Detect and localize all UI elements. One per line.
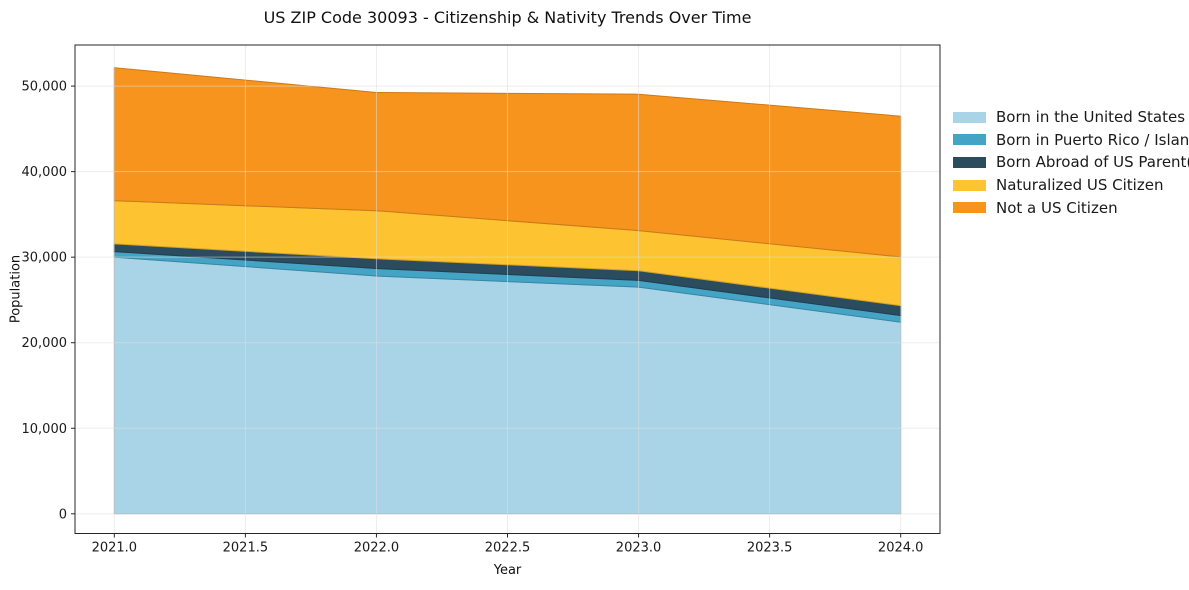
x-tick-label: 2023.0 [616, 541, 662, 556]
x-tick-label: 2022.5 [485, 541, 531, 556]
x-tick-label: 2021.0 [92, 541, 138, 556]
x-tick-label: 2021.5 [223, 541, 269, 556]
legend-label: Born in the United States [996, 108, 1186, 127]
legend-swatch [953, 202, 986, 214]
y-tick-label: 30,000 [22, 251, 68, 266]
legend-swatch [953, 134, 986, 146]
y-tick-label: 50,000 [22, 80, 68, 95]
legend-label: Not a US Citizen [996, 198, 1118, 217]
y-tick-label: 0 [59, 507, 67, 522]
y-axis-label: Population [8, 254, 24, 324]
legend-item: Born in Puerto Rico / Islands [953, 129, 1189, 152]
y-tick-label: 40,000 [22, 165, 68, 180]
x-tick-label: 2022.0 [354, 541, 400, 556]
legend-label: Born in Puerto Rico / Islands [996, 130, 1189, 149]
legend-item: Born in the United States [953, 106, 1189, 129]
x-tick-label: 2024.0 [878, 541, 924, 556]
legend-swatch [953, 111, 986, 123]
legend-item: Not a US Citizen [953, 196, 1189, 219]
y-tick-label: 20,000 [22, 336, 68, 351]
chart-title: US ZIP Code 30093 - Citizenship & Nativi… [263, 8, 752, 27]
legend: Born in the United States Born in Puerto … [953, 106, 1189, 219]
legend-label: Born Abroad of US Parent(s) [996, 153, 1189, 172]
legend-item: Born Abroad of US Parent(s) [953, 151, 1189, 174]
legend-swatch [953, 156, 986, 168]
legend-item: Naturalized US Citizen [953, 174, 1189, 197]
x-tick-label: 2023.5 [747, 541, 793, 556]
legend-swatch [953, 179, 986, 191]
y-tick-label: 10,000 [22, 422, 68, 437]
x-axis-label: Year [493, 563, 522, 578]
legend-label: Naturalized US Citizen [996, 176, 1164, 195]
